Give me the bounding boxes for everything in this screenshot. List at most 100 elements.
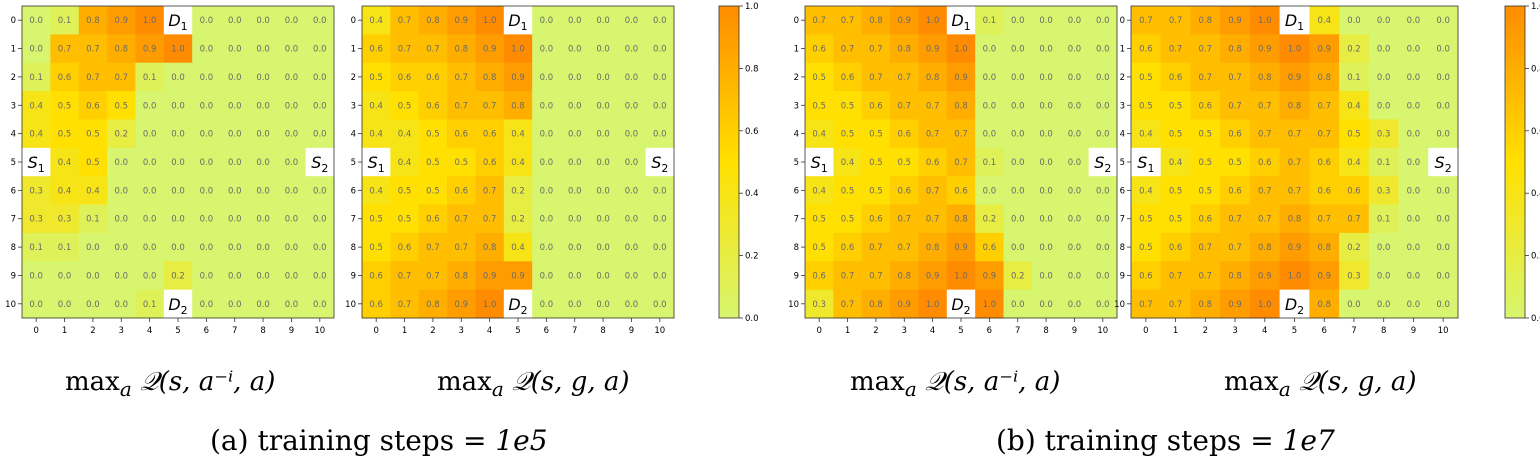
colorbar-tick-label: 0.4	[1531, 189, 1540, 199]
heatmap-cell	[861, 119, 891, 149]
heatmap-cell	[1160, 91, 1191, 120]
cell-value-label: 0.0	[540, 271, 554, 281]
heatmap-cell	[50, 6, 80, 35]
heatmap-cell	[107, 232, 136, 262]
heatmap-cell	[1279, 147, 1310, 177]
cell-value-label: 0.4	[86, 186, 100, 196]
cell-annotation-sub: 2	[1104, 162, 1111, 175]
cell-value-label: 0.7	[426, 45, 440, 55]
cell-value-label: 0.0	[1068, 158, 1082, 168]
heatmap-cell	[890, 62, 919, 92]
heatmap-cell	[975, 119, 1005, 149]
heatmap-cell	[645, 232, 675, 262]
x-tick-label: 2	[430, 326, 435, 336]
cell-value-label: 0.7	[398, 16, 412, 26]
heatmap-cell	[220, 62, 250, 92]
cell-value-label: 0.6	[1347, 186, 1361, 196]
cell-value-label: 0.0	[596, 101, 610, 111]
cell-value-label: 0.0	[1407, 271, 1421, 281]
y-tick-label: 10	[5, 300, 16, 310]
colorbar-tick-label: 0.6	[1531, 127, 1540, 137]
heatmap-cell	[78, 204, 108, 234]
heatmap-cell	[617, 204, 647, 234]
cell-value-label: 0.7	[398, 300, 412, 310]
heatmap-cell	[1339, 289, 1370, 319]
heatmap-cell	[1279, 261, 1310, 291]
heatmap-cell	[1249, 147, 1281, 177]
heatmap-cell	[1309, 34, 1340, 64]
cell-value-label: 0.6	[1169, 243, 1183, 253]
cell-value-label: 0.0	[285, 16, 299, 26]
cell-annotation-sub: 1	[181, 20, 188, 33]
cell-value-label: 0.7	[1258, 186, 1272, 196]
heatmap-cell	[946, 6, 976, 35]
cell-value-label: 0.0	[625, 130, 639, 140]
cell-value-label: 0.4	[369, 101, 383, 111]
heatmap-cell	[305, 289, 335, 319]
cell-value-label: 0.5	[1199, 130, 1213, 140]
heatmap-cell	[390, 204, 420, 234]
cell-value-label: 0.4	[58, 186, 72, 196]
heatmap-cell	[50, 34, 80, 64]
cell-value-label: 0.0	[1096, 130, 1110, 140]
y-tick-label: 4	[11, 130, 16, 140]
heatmap-cell	[805, 204, 834, 234]
formula-op: max	[437, 367, 492, 397]
cell-value-label: 0.6	[1199, 101, 1213, 111]
colorbar-1: 0.0 0.2 0.4 0.6 0.8 1.0	[718, 2, 759, 324]
cell-value-label: 0.8	[455, 45, 469, 55]
heatmap-cell	[50, 204, 80, 234]
heatmap-cell	[1428, 34, 1459, 64]
cell-value-label: 0.0	[1377, 300, 1391, 310]
x-tick-label: 1	[845, 326, 850, 336]
heatmap-cell	[22, 147, 51, 177]
cell-value-label: 0.0	[285, 186, 299, 196]
cell-value-label: 0.0	[1011, 186, 1025, 196]
heatmap-cell	[277, 62, 307, 92]
heatmap-cell	[1339, 34, 1370, 64]
cell-value-label: 0.7	[954, 130, 968, 140]
cell-value-label: 0.0	[653, 16, 667, 26]
colorbar-tick-label: 0.0	[745, 314, 759, 324]
heatmap-cell	[588, 289, 618, 319]
heatmap-cell	[1160, 34, 1191, 64]
cell-value-label: 0.0	[653, 215, 667, 225]
heatmap-cell	[305, 34, 335, 64]
caption-b-prefix: (b) training steps =	[996, 424, 1283, 457]
y-tick-label: 0	[351, 16, 356, 26]
cell-value-label: 1.0	[483, 16, 497, 26]
cell-value-label: 0.0	[568, 243, 582, 253]
heatmap-cell	[1003, 176, 1033, 206]
y-tick-label: 7	[351, 215, 356, 225]
heatmap-cell	[1131, 147, 1162, 177]
cell-annotation-sub: 1	[378, 162, 385, 175]
cell-value-label: 0.0	[625, 45, 639, 55]
heatmap-cell	[135, 289, 165, 319]
heatmap-cell	[1339, 147, 1370, 177]
heatmap-cell	[1060, 261, 1090, 291]
cell-value-label: 0.8	[1317, 300, 1331, 310]
heatmap-cell	[22, 261, 51, 291]
colorbar-tick-label: 0.6	[745, 127, 759, 137]
x-tick-label: 4	[1262, 326, 1267, 336]
cell-value-label: 0.0	[653, 186, 667, 196]
y-tick-label: 7	[11, 215, 16, 225]
x-tick-label: 1	[402, 326, 407, 336]
cell-value-label: 0.0	[29, 45, 43, 55]
y-tick-label: 9	[11, 271, 16, 281]
heatmap-cell	[390, 147, 420, 177]
heatmap-cell	[362, 91, 391, 120]
cell-value-label: 0.0	[1407, 158, 1421, 168]
cell-value-label: 0.0	[228, 73, 242, 83]
heatmap-cell	[107, 34, 136, 64]
x-tick-label: 1	[1173, 326, 1178, 336]
cell-value-label: 0.5	[58, 101, 72, 111]
cell-value-label: 0.0	[540, 243, 554, 253]
heatmap-cell	[1398, 91, 1429, 120]
y-tick-label: 7	[1120, 215, 1125, 225]
x-tick-label: 5	[515, 326, 520, 336]
y-tick-label: 9	[794, 271, 799, 281]
heatmap-cell	[1088, 62, 1118, 92]
y-tick-label: 1	[11, 45, 16, 55]
heatmap-cell	[588, 119, 618, 149]
